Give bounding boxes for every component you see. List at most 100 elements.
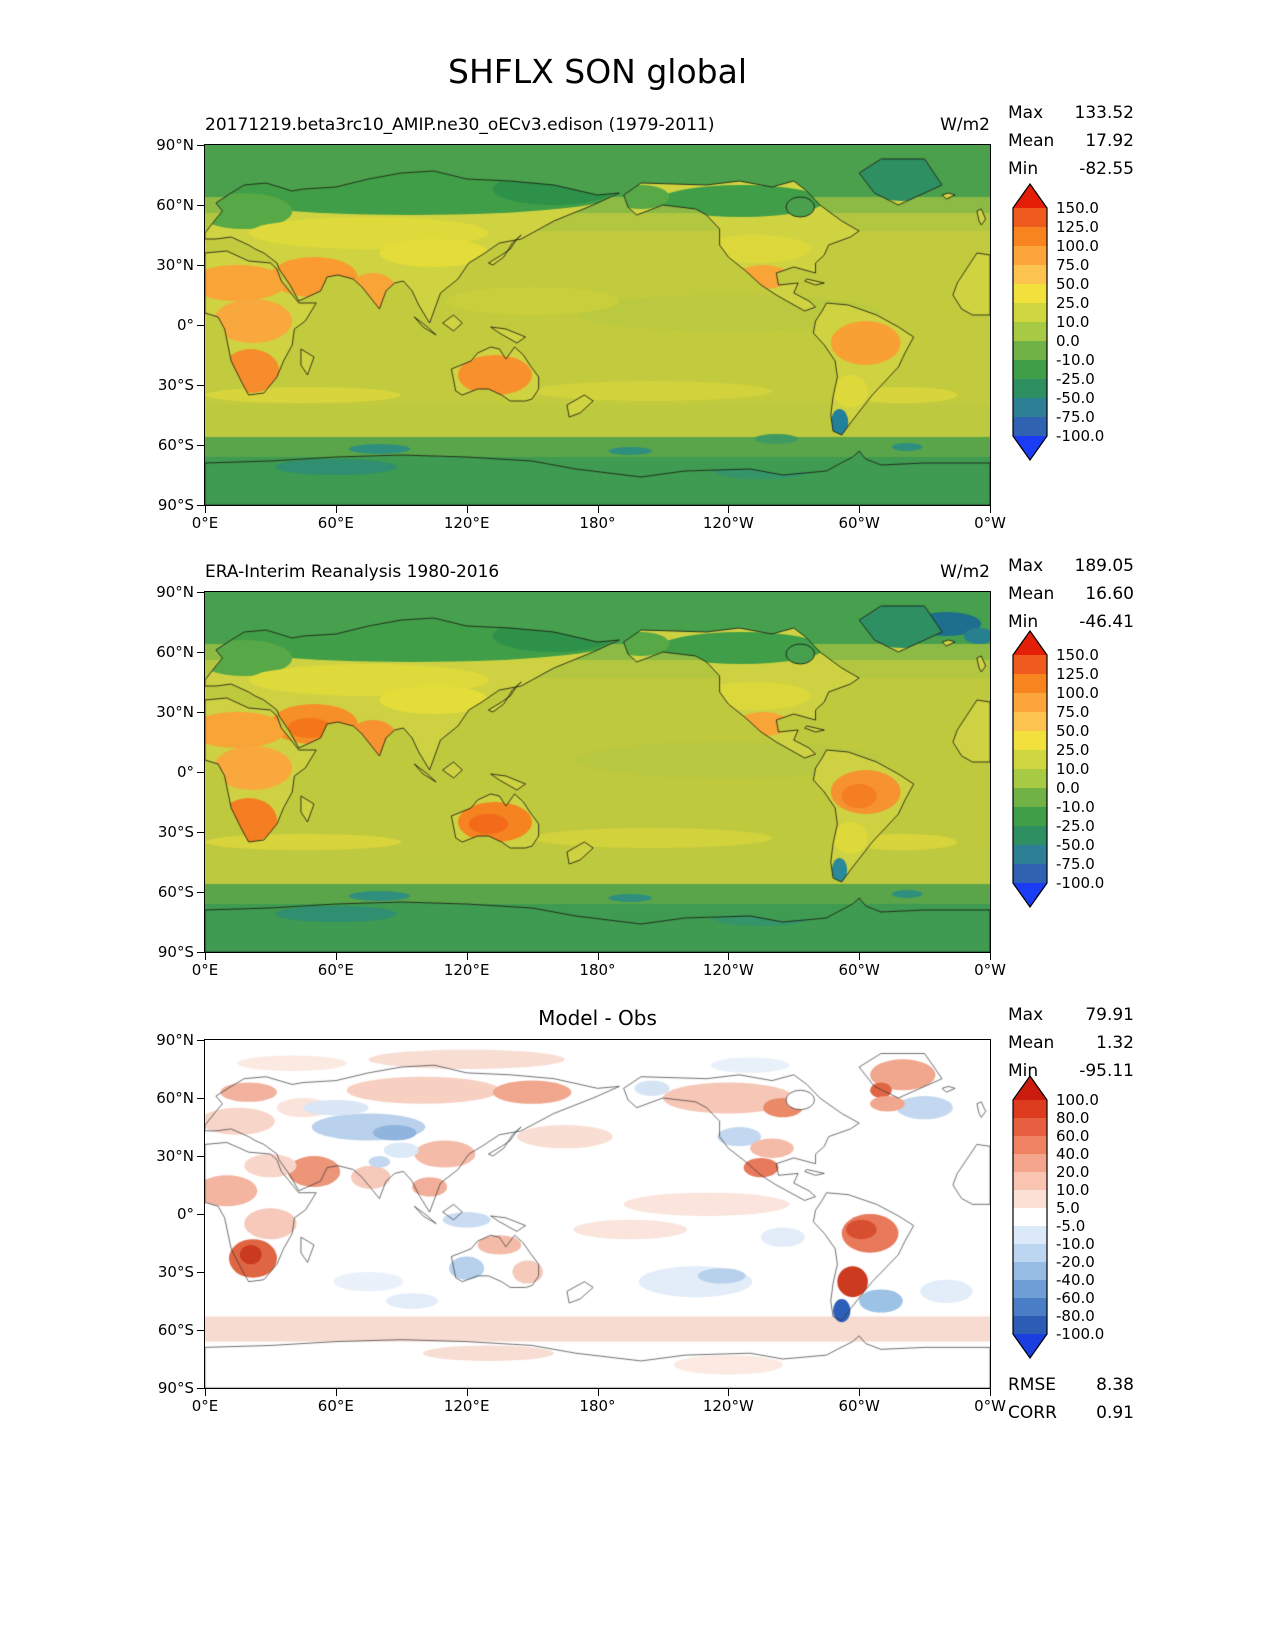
stat-value: -95.11 bbox=[1079, 1061, 1134, 1081]
units-label: W/m2 bbox=[940, 115, 990, 135]
lat-tick-mark bbox=[197, 892, 205, 893]
lat-tick-mark bbox=[197, 1330, 205, 1331]
lat-tick-label: 60°N bbox=[156, 1089, 194, 1107]
lat-tick-label: 30°S bbox=[157, 823, 194, 841]
stat-label: Max bbox=[1008, 556, 1044, 576]
stat-label: Mean bbox=[1008, 1033, 1055, 1053]
lon-tick-label: 0°W bbox=[974, 961, 1006, 979]
colorbar-tick-label: 100.0 bbox=[1056, 237, 1099, 255]
lat-tick-mark bbox=[197, 325, 205, 326]
colorbar-tick-label: -75.0 bbox=[1056, 855, 1095, 873]
colorbar-tick-label: 0.0 bbox=[1056, 332, 1080, 350]
lat-tick-label: 30°N bbox=[156, 256, 194, 274]
lon-tick-mark bbox=[597, 953, 599, 960]
lon-tick-label: 120°E bbox=[443, 961, 490, 979]
lat-tick-label: 90°S bbox=[157, 943, 194, 961]
lon-tick-mark bbox=[466, 953, 468, 960]
lon-tick-mark bbox=[990, 953, 991, 960]
lon-tick-label: 60°E bbox=[317, 961, 354, 979]
colorbar-tick-label: 100.0 bbox=[1056, 684, 1099, 702]
colorbar-tick-label: -25.0 bbox=[1056, 370, 1095, 388]
lon-tick-label: 60°W bbox=[838, 961, 880, 979]
colorbar-tick-label: -100.0 bbox=[1056, 874, 1105, 892]
colorbar-tick-label: -10.0 bbox=[1056, 351, 1095, 369]
lon-tick-label: 0°W bbox=[974, 1397, 1006, 1415]
colorbar-tick-label: 60.0 bbox=[1056, 1127, 1090, 1145]
lat-tick-mark bbox=[197, 1388, 205, 1389]
stat-label: Max bbox=[1008, 1005, 1044, 1025]
lon-tick-mark bbox=[990, 506, 991, 513]
figure-title: SHFLX SON global bbox=[448, 52, 747, 91]
lon-tick-label: 180° bbox=[579, 961, 616, 979]
map-canvas-observation bbox=[204, 591, 991, 953]
lon-tick-label: 180° bbox=[579, 1397, 616, 1415]
lat-tick-mark bbox=[197, 1098, 205, 1099]
stat-max: Max 189.05 bbox=[1008, 556, 1134, 584]
lon-tick-mark bbox=[335, 1389, 337, 1396]
panel-difference: Model - Obs Max 79.91 Mean 1.32 Min -95.… bbox=[0, 990, 1275, 1470]
lat-tick-mark bbox=[197, 772, 205, 773]
lat-tick-mark bbox=[197, 1040, 205, 1041]
colorbar-tick-label: -40.0 bbox=[1056, 1271, 1095, 1289]
panel-title: Model - Obs bbox=[538, 1006, 657, 1030]
colorbar-gradient bbox=[1012, 630, 1048, 908]
map-canvas-model bbox=[204, 144, 991, 506]
stat-max: Max 79.91 bbox=[1008, 1005, 1134, 1033]
lat-tick-mark bbox=[197, 952, 205, 953]
map-canvas-difference bbox=[204, 1039, 991, 1389]
stats-block: Max 133.52 Mean 17.92 Min -82.55 bbox=[1008, 103, 1134, 187]
corr-label: CORR bbox=[1008, 1403, 1057, 1423]
lat-tick-label: 30°N bbox=[156, 703, 194, 721]
colorbar-tick-label: -100.0 bbox=[1056, 427, 1105, 445]
lon-tick-label: 120°W bbox=[702, 961, 754, 979]
lon-tick-label: 120°E bbox=[443, 514, 490, 532]
stat-mean: Mean 1.32 bbox=[1008, 1033, 1134, 1061]
colorbar-tick-label: 0.0 bbox=[1056, 779, 1080, 797]
colorbar-tick-label: -10.0 bbox=[1056, 1235, 1095, 1253]
lat-tick-label: 90°N bbox=[156, 583, 194, 601]
colorbar-tick-label: 150.0 bbox=[1056, 199, 1099, 217]
corr-row: CORR 0.91 bbox=[1008, 1403, 1134, 1431]
panel-observation: ERA-Interim Reanalysis 1980-2016 W/m2 Ma… bbox=[0, 542, 1275, 992]
lon-tick-mark bbox=[728, 953, 730, 960]
colorbar-tick-label: 80.0 bbox=[1056, 1109, 1090, 1127]
stat-value: 189.05 bbox=[1074, 556, 1134, 576]
lon-tick-mark bbox=[466, 1389, 468, 1396]
colorbar-tick-label: 10.0 bbox=[1056, 313, 1090, 331]
colorbar-tick-label: -20.0 bbox=[1056, 1253, 1095, 1271]
lat-tick-label: 90°N bbox=[156, 136, 194, 154]
lat-tick-mark bbox=[197, 145, 205, 146]
lat-tick-label: 60°S bbox=[157, 436, 194, 454]
lon-tick-label: 180° bbox=[579, 514, 616, 532]
lon-tick-label: 120°W bbox=[702, 514, 754, 532]
colorbar-tick-label: 125.0 bbox=[1056, 218, 1099, 236]
lon-tick-mark bbox=[335, 953, 337, 960]
lon-tick-label: 120°E bbox=[443, 1397, 490, 1415]
stat-value: 17.92 bbox=[1085, 131, 1134, 151]
lat-tick-mark bbox=[197, 1214, 205, 1215]
colorbar-tick-label: 50.0 bbox=[1056, 275, 1090, 293]
lat-tick-mark bbox=[197, 1272, 205, 1273]
stat-min: Min -82.55 bbox=[1008, 159, 1134, 187]
lon-tick-mark bbox=[597, 506, 599, 513]
lat-tick-mark bbox=[197, 1156, 205, 1157]
lon-tick-mark bbox=[728, 506, 730, 513]
stat-mean: Mean 17.92 bbox=[1008, 131, 1134, 159]
lon-tick-label: 0°E bbox=[191, 514, 219, 532]
lat-tick-label: 60°S bbox=[157, 883, 194, 901]
colorbar-tick-label: 10.0 bbox=[1056, 1181, 1090, 1199]
colorbar-tick-label: -60.0 bbox=[1056, 1289, 1095, 1307]
colorbar-tick-label: 5.0 bbox=[1056, 1199, 1080, 1217]
lat-tick-mark bbox=[197, 385, 205, 386]
colorbar-tick-label: 75.0 bbox=[1056, 256, 1090, 274]
lat-tick-mark bbox=[197, 652, 205, 653]
colorbar-tick-label: 125.0 bbox=[1056, 665, 1099, 683]
rmse-label: RMSE bbox=[1008, 1375, 1057, 1395]
colorbar-tick-label: 150.0 bbox=[1056, 646, 1099, 664]
lat-tick-label: 90°N bbox=[156, 1031, 194, 1049]
lon-tick-mark bbox=[990, 1389, 991, 1396]
lon-tick-mark bbox=[205, 953, 206, 960]
lat-tick-label: 0° bbox=[176, 316, 194, 334]
lon-tick-label: 60°W bbox=[838, 514, 880, 532]
stat-value: 16.60 bbox=[1085, 584, 1134, 604]
